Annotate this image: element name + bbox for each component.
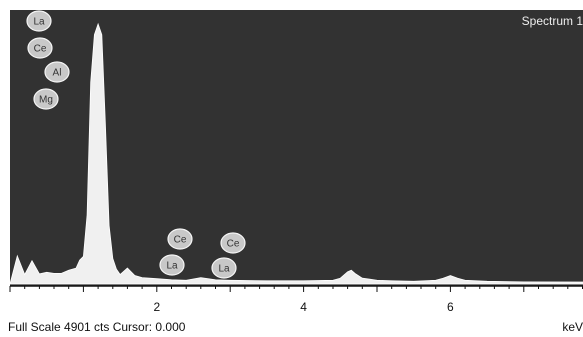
peak-label-la: La — [159, 254, 185, 276]
svg-text:Mg: Mg — [39, 95, 53, 106]
x-tick-label: 2 — [153, 300, 160, 314]
svg-text:Ce: Ce — [174, 235, 187, 246]
peak-label-al: Al — [44, 61, 70, 83]
spectrum-series-area — [9, 22, 583, 285]
svg-text:La: La — [166, 261, 178, 272]
spectrum-title: Spectrum 1 — [521, 14, 583, 28]
svg-text:Ce: Ce — [34, 44, 47, 55]
svg-text:Al: Al — [53, 68, 62, 79]
svg-text:La: La — [33, 17, 45, 28]
peak-label-ce: Ce — [220, 232, 246, 254]
peak-label-la: La — [26, 10, 52, 32]
x-tick-label: 6 — [447, 300, 454, 314]
full-scale-cursor-status: Full Scale 4901 cts Cursor: 0.000 — [8, 320, 186, 334]
peak-label-la: La — [211, 257, 237, 279]
peak-label-mg: Mg — [33, 88, 59, 110]
x-tick-label: 4 — [300, 300, 307, 314]
svg-text:Ce: Ce — [227, 239, 240, 250]
peak-label-ce: Ce — [27, 37, 53, 59]
peak-label-ce: Ce — [167, 228, 193, 250]
x-axis-unit-label: keV — [562, 320, 583, 334]
svg-text:La: La — [218, 264, 230, 275]
